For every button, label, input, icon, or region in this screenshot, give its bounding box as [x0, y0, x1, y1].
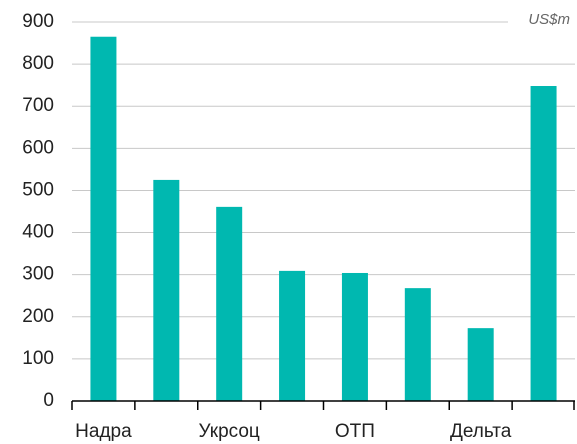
bar: [404, 288, 431, 401]
y-tick-label: 0: [43, 390, 54, 411]
x-tick-label: Надра: [75, 421, 132, 442]
bar: [153, 179, 180, 401]
bar: [279, 270, 306, 401]
bar: [530, 86, 557, 402]
y-tick-label: 100: [22, 348, 54, 369]
bar: [467, 328, 494, 401]
y-tick-label: 600: [22, 137, 54, 158]
y-tick-label: 200: [22, 306, 54, 327]
y-tick-label: 300: [22, 264, 54, 285]
bar: [90, 36, 117, 401]
y-tick-label: 800: [22, 53, 54, 74]
annotation: US$m: [528, 11, 570, 28]
y-tick-label: 400: [22, 222, 54, 243]
bar: [216, 206, 243, 401]
y-tick-label: 900: [22, 11, 54, 32]
x-tick-label: Дельта: [450, 421, 512, 442]
annotation-background: [508, 10, 577, 32]
x-tick-label: ОТП: [335, 421, 375, 442]
y-tick-label: 700: [22, 95, 54, 116]
y-tick-label: 500: [22, 179, 54, 200]
x-tick-label: Укрсоц: [199, 421, 260, 442]
bar: [341, 272, 368, 401]
